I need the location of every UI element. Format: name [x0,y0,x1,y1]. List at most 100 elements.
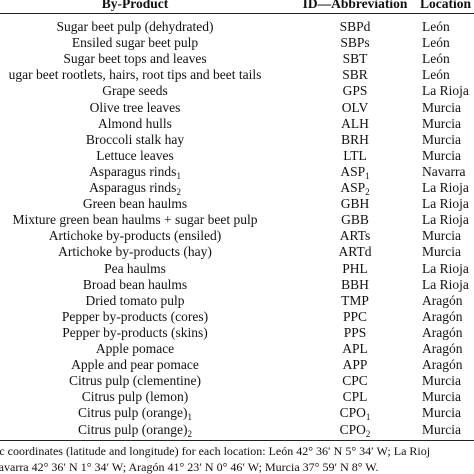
location-cell-text: Aragón [422,292,463,308]
product-cell: Artichoke by-products (ensiled) [49,228,221,244]
product-cell-text: Mixture green bean haulms + sugar beet p… [12,212,258,228]
location-cell: La Rioja [422,196,469,212]
product-cell-text: Asparagus rinds [89,163,177,179]
location-cell: Murcia [422,244,461,260]
abbreviation-cell: GPS [343,83,368,99]
product-cell: Asparagus rinds1 [89,163,181,181]
location-cell: La Rioja [422,212,469,228]
product-cell-text: Apple pomace [95,341,175,356]
location-cell: León [422,19,450,35]
abbreviation-cell-text: ASP [340,163,366,179]
abbreviation-cell-text: CPO [339,405,366,421]
location-cell-text: Murcia [422,99,461,115]
product-cell: Artichoke by-products (hay) [58,244,212,260]
location-cell: Murcia [422,100,461,116]
abbreviation-cell-text: CPC [342,373,368,389]
abbreviation-cell-text: PHL [342,260,368,276]
product-cell: Lettuce leaves [96,148,174,164]
product-cell: ugar beet rootlets, hairs, root tips and… [9,67,262,83]
product-cell: Sugar beet pulp (dehydrated) [56,19,213,35]
abbreviation-cell: SBPs [340,35,369,51]
abbreviation-cell: PPS [344,325,367,341]
product-cell-text: Citrus pulp (orange) [78,421,188,437]
location-cell: León [422,67,450,83]
product-cell: Asparagus rinds2 [89,180,181,197]
abbreviation-cell-text: SBPd [339,19,371,34]
abbreviation-cell-text: LTL [343,147,367,163]
product-cell-text: Pepper by-products (skins) [62,324,208,340]
abbreviation-cell-text: ALH [341,115,369,131]
location-cell: Aragón [422,341,463,357]
product-cell: Citrus pulp (orange)2 [78,421,192,439]
abbreviation-cell: BBH [341,277,369,293]
product-cell: Broad bean haulms [83,277,187,293]
product-cell-text: Sugar beet tops and leaves [63,51,207,67]
abbreviation-cell-text: SBPs [340,35,370,51]
location-cell-text: León [422,67,450,83]
location-cell-text: Murcia [422,228,461,244]
product-cell-text: Pepper by-products (cores) [61,308,209,324]
location-cell-text: La Rioja [422,83,469,99]
product-cell-subscript: 2 [176,187,181,197]
product-cell-text: Green bean haulms [82,196,188,212]
product-cell: Citrus pulp (clementine) [69,373,201,389]
location-cell-text: Murcia [422,373,461,389]
location-cell: León [422,51,450,67]
abbreviation-cell: APL [342,341,368,357]
product-cell: Apple pomace [96,341,174,357]
abbreviation-cell-text: CPL [342,389,368,405]
abbreviation-cell: CPO2 [339,421,371,439]
abbreviation-cell-subscript: 2 [365,187,370,197]
location-cell-text: León [422,35,450,51]
product-cell-text: Broad bean haulms [82,276,188,292]
abbreviation-cell-text: GBB [341,212,369,228]
location-cell-text: Murcia [422,389,461,405]
product-cell-subscript: 1 [187,412,192,423]
product-cell-subscript: 2 [187,428,192,439]
abbreviation-cell: SBT [343,51,368,67]
location-cell: Murcia [422,389,461,405]
product-cell: Pepper by-products (cores) [62,309,208,325]
abbreviation-cell: BRH [341,132,369,148]
abbreviation-cell: ASP2 [340,180,370,197]
abbreviation-cell-text: PPS [343,324,367,340]
abbreviation-cell-text: CPO [339,421,366,437]
header-rule [0,13,474,14]
abbreviation-cell: CPC [342,373,368,389]
location-cell-text: La Rioja [422,196,469,212]
bottom-rule [0,440,474,441]
abbreviation-cell-text: ARTd [338,244,372,260]
header-product: By-Product [101,0,169,11]
abbreviation-cell-text: GPS [342,83,368,99]
product-cell: Mixture green bean haulms + sugar beet p… [13,212,258,228]
product-cell-text: Citrus pulp (clementine) [69,373,201,389]
product-cell: Sugar beet tops and leaves [63,51,206,67]
location-cell-text: Murcia [422,147,461,163]
location-cell: Murcia [422,132,461,148]
abbreviation-cell-text: ASP [340,180,366,195]
product-cell: Ensiled sugar beet pulp [72,35,198,51]
abbreviation-cell: CPO1 [339,405,371,422]
location-cell: Murcia [422,228,461,244]
location-cell: Murcia [422,373,461,389]
location-cell-text: La Rioja [422,180,469,195]
product-cell: Grape seeds [102,83,168,99]
location-cell: La Rioja [422,180,469,196]
location-cell-text: La Rioja [422,212,469,228]
product-cell: Dried tomato pulp [86,293,185,309]
abbreviation-cell: TMP [341,293,369,309]
product-cell-text: Sugar beet pulp (dehydrated) [56,19,214,34]
product-cell-text: Artichoke by-products (hay) [58,244,212,260]
product-cell-text: ugar beet rootlets, hairs, root tips and… [8,67,262,83]
product-cell: Pea haulms [104,261,166,277]
product-cell: Pepper by-products (skins) [62,325,207,341]
location-cell: La Rioja [422,261,469,277]
abbreviation-cell-text: SBR [342,67,368,83]
location-cell: Murcia [422,116,461,132]
location-cell: Aragón [422,325,463,341]
abbreviation-cell-subscript: 1 [365,170,370,181]
location-cell-text: León [422,51,450,67]
product-cell-text: Grape seeds [102,83,168,99]
abbreviation-cell-text: APP [342,357,368,373]
